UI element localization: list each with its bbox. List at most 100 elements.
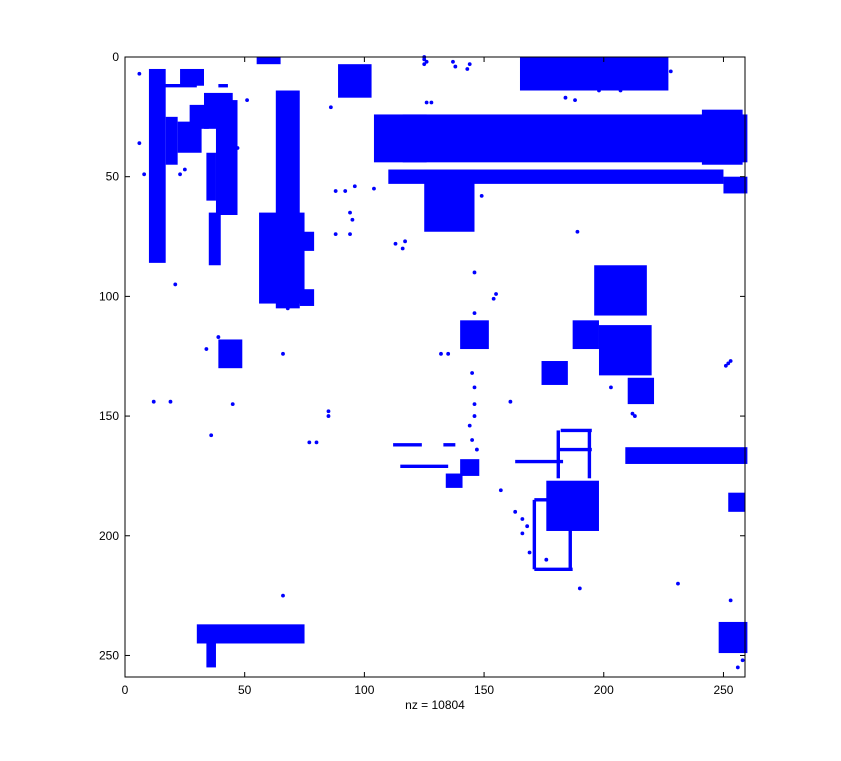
nonzero-point-79 xyxy=(728,359,733,363)
nonzero-point-73 xyxy=(630,411,635,416)
nonzero-point-53 xyxy=(494,292,498,296)
nonzero-block-35 xyxy=(445,473,463,488)
nonzero-block-12 xyxy=(299,231,315,251)
nonzero-point-84 xyxy=(597,88,601,93)
nonzero-point-27 xyxy=(352,184,357,189)
nonzero-point-81 xyxy=(735,665,740,670)
nonzero-point-54 xyxy=(508,399,513,404)
nonzero-point-12 xyxy=(230,402,235,407)
nonzero-block-13 xyxy=(299,289,315,306)
nonzero-block-34 xyxy=(718,621,748,654)
nonzero-point-83 xyxy=(604,81,609,86)
nonzero-point-26 xyxy=(343,189,348,193)
nonzero-point-45 xyxy=(472,402,477,407)
nonzero-point-78 xyxy=(726,361,731,366)
nonzero-block-20 xyxy=(701,109,743,165)
nonzero-point-68 xyxy=(563,95,568,100)
nonzero-block-25 xyxy=(541,361,568,385)
nonzero-block-27 xyxy=(460,320,489,350)
nonzero-block-30 xyxy=(546,480,599,531)
nonzero-point-6 xyxy=(178,172,182,177)
nonzero-point-87 xyxy=(618,88,623,93)
nonzero-point-46 xyxy=(472,270,477,275)
nonzero-point-29 xyxy=(350,217,355,222)
axis-ticks: 0 50 100 150 200 250 0 50 100 150 200 250 xyxy=(99,50,745,697)
axes-box xyxy=(124,56,746,678)
nonzero-block-36 xyxy=(460,459,480,476)
nonzero-point-59 xyxy=(510,141,515,146)
nonzero-point-48 xyxy=(472,385,477,390)
nonzero-point-34 xyxy=(393,241,398,246)
y-tick-label: 150 xyxy=(99,409,119,423)
y-tick-label: 100 xyxy=(99,289,119,303)
nonzero-point-61 xyxy=(498,488,503,493)
nonzero-point-30 xyxy=(348,232,352,237)
nonzero-point-76 xyxy=(676,581,680,586)
nonzero-block-7 xyxy=(206,152,216,201)
nonzero-point-86 xyxy=(656,86,661,91)
nonzero-point-32 xyxy=(400,246,405,251)
x-tick-label: 200 xyxy=(594,683,614,697)
nonzero-point-66 xyxy=(527,550,532,555)
nonzero-block-9 xyxy=(256,57,281,65)
nonzero-block-1 xyxy=(165,116,178,165)
nonzero-block-14 xyxy=(338,64,372,98)
y-tick-label: 250 xyxy=(99,648,119,662)
nonzero-point-5 xyxy=(173,282,178,287)
nonzero-point-8 xyxy=(204,347,209,351)
nonzero-point-65 xyxy=(520,531,525,536)
nonzero-block-18 xyxy=(424,169,475,232)
nonzero-point-69 xyxy=(573,98,577,102)
nonzero-block-31 xyxy=(728,492,745,512)
nonzero-point-39 xyxy=(429,100,434,105)
nonzero-point-14 xyxy=(235,146,240,150)
nonzero-point-56 xyxy=(453,64,458,69)
nonzero-point-49 xyxy=(472,414,477,418)
nonzero-point-22 xyxy=(314,440,319,445)
nonzero-point-37 xyxy=(424,59,429,64)
nonzero-block-16 xyxy=(402,114,748,163)
nonzero-point-9 xyxy=(209,433,214,438)
x-tick-label: 50 xyxy=(238,683,252,697)
nonzero-point-62 xyxy=(513,509,518,514)
nonzero-point-47 xyxy=(472,311,477,316)
nonzero-point-25 xyxy=(333,232,338,237)
nonzero-markers xyxy=(137,55,748,670)
nonzero-point-82 xyxy=(740,658,745,663)
y-tick-label: 0 xyxy=(112,50,119,64)
nonzero-point-28 xyxy=(348,210,352,215)
nonzero-block-22 xyxy=(594,265,647,316)
nonzero-block-2 xyxy=(177,121,202,153)
nonzero-point-1 xyxy=(137,141,142,146)
nonzero-block-6 xyxy=(215,100,238,215)
nonzero-point-33 xyxy=(403,239,407,244)
nonzero-point-52 xyxy=(491,296,496,301)
x-tick-label: 100 xyxy=(354,683,374,697)
nonzero-block-23 xyxy=(572,320,599,350)
nonzero-point-85 xyxy=(644,83,649,88)
nonzero-point-70 xyxy=(575,229,580,234)
nonzero-point-11 xyxy=(223,354,228,359)
nonzero-point-57 xyxy=(465,67,470,71)
nonzero-point-31 xyxy=(372,186,376,191)
nonzero-block-26 xyxy=(627,377,655,405)
nonzero-point-2 xyxy=(142,172,147,177)
nonzero-point-13 xyxy=(245,98,249,102)
nonzero-point-19 xyxy=(328,105,333,110)
nonzero-block-0 xyxy=(148,68,166,263)
nonzero-point-67 xyxy=(544,557,549,562)
nonzero-point-72 xyxy=(609,385,613,390)
nonzero-point-20 xyxy=(326,414,331,418)
nonzero-point-74 xyxy=(632,414,637,418)
nonzero-point-80 xyxy=(728,598,733,603)
nonzero-point-36 xyxy=(422,57,427,62)
nonzero-block-24 xyxy=(598,325,652,376)
nonzero-point-44 xyxy=(470,371,475,375)
nonzero-point-60 xyxy=(479,193,484,198)
nonzero-point-55 xyxy=(451,59,455,64)
nonzero-point-38 xyxy=(422,62,427,67)
nonzero-point-41 xyxy=(439,351,443,356)
nonzero-point-24 xyxy=(333,189,338,193)
nonzero-point-40 xyxy=(424,100,429,105)
